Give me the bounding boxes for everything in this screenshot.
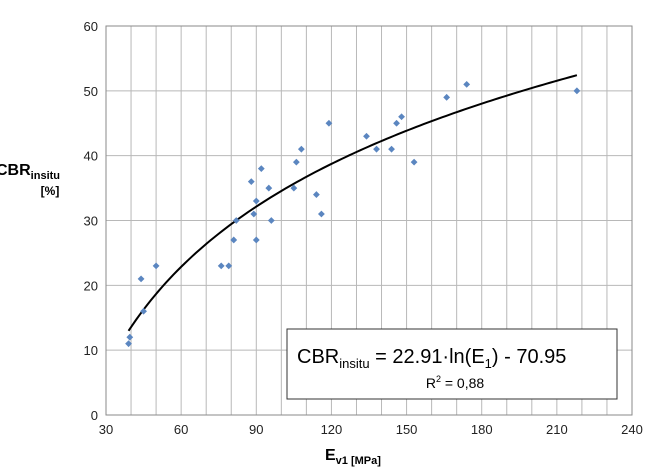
equation-main: CBR — [297, 346, 339, 368]
r2-sup: 2 — [436, 374, 441, 384]
y-tick-label: 30 — [84, 214, 98, 229]
data-point — [393, 119, 400, 127]
x-tick-label: 120 — [321, 422, 343, 437]
x-tick-label: 30 — [99, 422, 113, 437]
y-tick-label: 20 — [84, 278, 98, 293]
y-axis-title-main: CBR — [0, 162, 31, 179]
equation-sub2: 1 — [485, 356, 492, 371]
x-axis-title-main: E — [325, 447, 336, 464]
data-point — [398, 113, 405, 121]
data-point — [217, 262, 225, 270]
data-point — [252, 197, 260, 205]
data-point — [252, 236, 260, 244]
r2-rest: = 0,88 — [441, 375, 484, 391]
x-tick-label: 90 — [249, 422, 263, 437]
equation-rest-1: = 22.91·ln(E — [370, 346, 485, 368]
data-point — [265, 184, 273, 192]
data-point — [443, 93, 451, 101]
data-point — [318, 210, 325, 218]
y-tick-label: 0 — [91, 408, 98, 423]
data-point — [373, 145, 380, 153]
y-axis-title-sub: insitu — [31, 170, 60, 182]
data-point — [257, 165, 265, 173]
data-point — [230, 236, 238, 244]
trendline-group — [127, 74, 578, 332]
tick-labels: 30 60 90 120 150 180 210 240 0 10 20 30 40 50 60 — [84, 19, 643, 437]
data-point — [363, 132, 370, 140]
y-tick-label: 40 — [84, 149, 98, 164]
equation-text: CBRinsitu = 22.91·ln(E1) - 70.95 — [297, 346, 566, 371]
data-point — [297, 145, 305, 153]
x-axis-unit: [MPa] — [348, 455, 381, 467]
y-tick-label: 50 — [84, 84, 98, 99]
plot-area-frame — [105, 25, 633, 416]
data-point — [313, 191, 320, 198]
data-point — [225, 262, 233, 270]
equation-sub: insitu — [339, 356, 369, 371]
data-point — [247, 178, 255, 185]
x-axis-title-sub: v1 — [336, 455, 348, 467]
data-point — [388, 145, 395, 153]
r2-prefix: R — [426, 375, 436, 391]
y-axis-title: CBRinsitu [%] — [0, 162, 60, 198]
x-tick-label: 150 — [396, 422, 418, 437]
data-point — [152, 262, 160, 270]
svg-text:Ev1 [MPa]: Ev1 [MPa] — [325, 447, 381, 467]
equation-box: CBRinsitu = 22.91·ln(E1) - 70.95 R2 = 0,… — [286, 328, 618, 400]
x-tick-label: 240 — [621, 422, 643, 437]
data-point — [290, 184, 298, 192]
x-tick-label: 210 — [546, 422, 568, 437]
data-point — [137, 275, 145, 283]
equation-box-frame — [286, 328, 618, 400]
data-point — [573, 87, 581, 95]
equation-rest-2: ) - 70.95 — [492, 346, 566, 368]
data-point — [463, 80, 471, 88]
data-point — [232, 217, 240, 224]
data-point — [125, 340, 132, 348]
data-point — [410, 158, 418, 166]
svg-text:CBRinsitu: CBRinsitu — [0, 162, 60, 182]
data-point — [250, 210, 258, 218]
data-point — [325, 119, 333, 127]
r-squared-text: R2 = 0,88 — [426, 374, 485, 391]
trendline — [127, 74, 578, 332]
x-tick-label: 180 — [471, 422, 493, 437]
x-tick-label: 60 — [174, 422, 188, 437]
data-point — [292, 158, 300, 166]
y-tick-label: 10 — [84, 343, 98, 358]
data-point — [126, 333, 134, 341]
data-points — [125, 80, 581, 348]
data-point — [267, 217, 275, 224]
y-tick-label: 60 — [84, 19, 98, 34]
y-axis-unit: [%] — [41, 184, 60, 198]
data-point — [140, 307, 147, 315]
x-axis-title: Ev1 [MPa] — [325, 447, 381, 467]
